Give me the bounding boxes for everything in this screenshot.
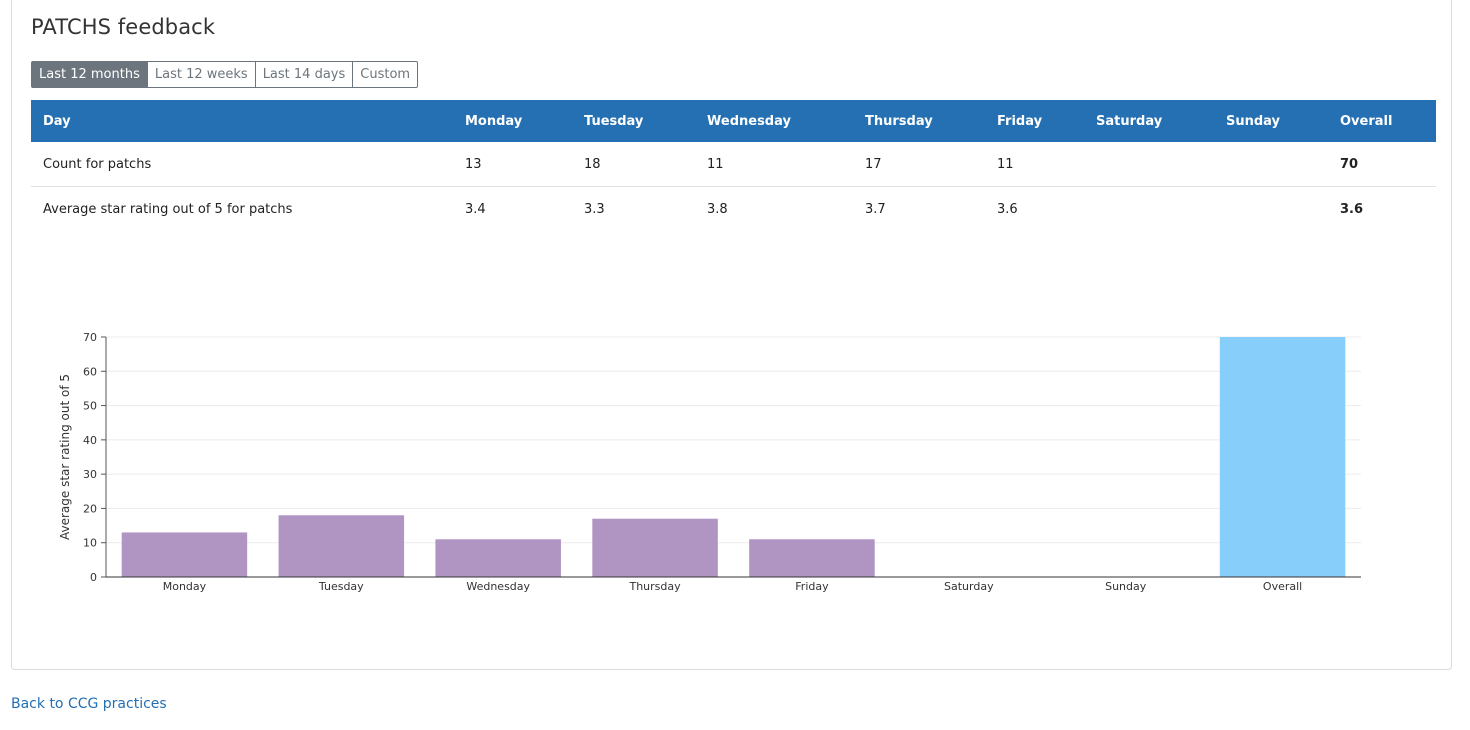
bar-monday	[121, 532, 248, 577]
feedback-table: Day Monday Tuesday Wednesday Thursday Fr…	[31, 100, 1436, 231]
y-axis-label: Average star rating out of 5	[58, 374, 72, 540]
header-sunday: Sunday	[1226, 113, 1281, 129]
y-tick-label: 60	[83, 365, 97, 378]
header-wednesday: Wednesday	[707, 113, 791, 129]
header-saturday: Saturday	[1096, 113, 1163, 129]
cell-thursday: 3.7	[865, 201, 886, 217]
bar-thursday	[592, 518, 718, 577]
y-tick-label: 10	[83, 537, 97, 550]
cell-sunday	[1214, 187, 1328, 232]
custom-range-button[interactable]: Custom	[352, 61, 419, 88]
cell-overall: 70	[1328, 142, 1436, 187]
table-header-row: Day Monday Tuesday Wednesday Thursday Fr…	[31, 100, 1436, 142]
header-day: Day	[43, 113, 71, 129]
bar-tuesday	[278, 515, 405, 577]
y-tick-label: 20	[83, 502, 97, 515]
bar-chart: 0 10 20 30 40 50 60 70 Monday Tuesday Wednesday Thu…	[58, 331, 1361, 593]
cell-saturday	[1084, 142, 1214, 187]
x-tick-label: Tuesday	[318, 580, 364, 593]
last-12-months-button[interactable]: Last 12 months	[31, 61, 148, 88]
last-14-days-button[interactable]: Last 14 days	[254, 61, 354, 88]
x-tick-label: Thursday	[628, 580, 681, 593]
bar-friday	[749, 539, 875, 577]
cell-sunday	[1214, 142, 1328, 187]
cell-wednesday: 11	[695, 142, 853, 187]
date-range-button-group: Last 12 months Last 12 weeks Last 14 day…	[31, 61, 419, 88]
x-tick-label: Wednesday	[466, 580, 530, 593]
x-tick-label: Monday	[163, 580, 207, 593]
header-thursday: Thursday	[865, 113, 933, 129]
page-title: PATCHS feedback	[31, 15, 216, 39]
header-tuesday: Tuesday	[584, 113, 644, 129]
x-tick-label: Friday	[795, 580, 829, 593]
cell-tuesday: 18	[572, 142, 695, 187]
last-12-weeks-button[interactable]: Last 12 weeks	[146, 61, 256, 88]
cell-monday: 3.4	[465, 201, 486, 217]
x-tick-label: Overall	[1263, 580, 1302, 593]
table-row: Average star rating out of 5 for patchs …	[31, 187, 1436, 232]
y-tick-label: 30	[83, 468, 97, 481]
bar-overall	[1219, 337, 1346, 577]
cell-thursday: 17	[853, 142, 985, 187]
cell-overall: 3.6	[1340, 201, 1364, 217]
feedback-card: PATCHS feedback Last 12 months Last 12 w…	[11, 0, 1452, 670]
row-label: Average star rating out of 5 for patchs	[43, 201, 293, 217]
header-monday: Monday	[465, 113, 523, 129]
x-tick-label: Saturday	[944, 580, 994, 593]
cell-saturday	[1084, 187, 1214, 232]
cell-friday: 11	[985, 142, 1084, 187]
cell-monday: 13	[453, 142, 572, 187]
back-to-ccg-practices-link[interactable]: Back to CCG practices	[11, 696, 167, 712]
y-tick-label: 70	[83, 331, 97, 344]
cell-tuesday: 3.3	[584, 201, 605, 217]
bar-wednesday	[435, 539, 561, 577]
y-tick-label: 40	[83, 434, 97, 447]
cell-friday: 3.6	[997, 201, 1018, 217]
y-tick-label: 50	[83, 400, 97, 413]
x-tick-label: Sunday	[1105, 580, 1147, 593]
header-overall: Overall	[1340, 113, 1393, 129]
y-tick-label: 0	[90, 571, 97, 584]
table-row: Count for patchs 13 18 11 17 11 70	[31, 142, 1436, 187]
cell-wednesday: 3.8	[707, 201, 728, 217]
row-label: Count for patchs	[31, 142, 453, 187]
header-friday: Friday	[997, 113, 1043, 129]
